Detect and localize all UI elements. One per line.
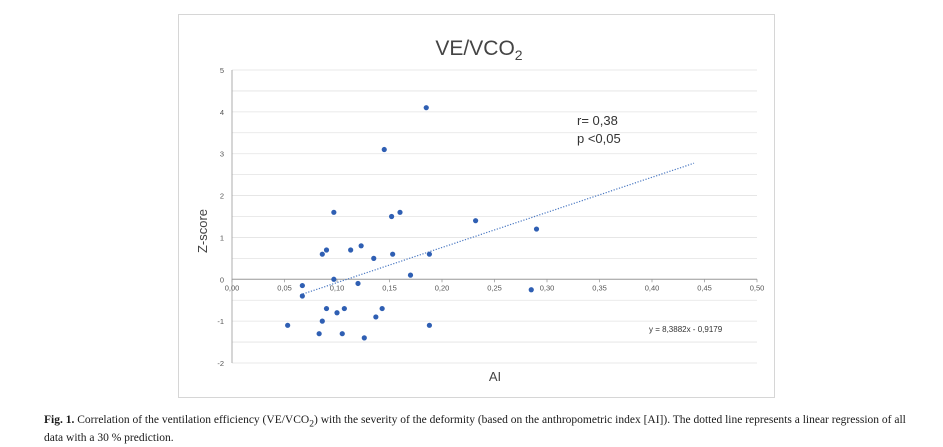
- data-point: [323, 305, 330, 312]
- x-tick-label: 0,45: [697, 283, 712, 292]
- y-tick-label: 2: [220, 192, 224, 201]
- x-tick-label: 0,50: [750, 283, 765, 292]
- caption-text-after: ) with the severity of the deformity (ba…: [44, 414, 906, 445]
- data-point: [397, 209, 403, 215]
- figure-caption: Fig. 1. Correlation of the ventilation e…: [44, 413, 924, 446]
- chart-title-text: VE/VCO: [435, 37, 514, 60]
- data-point: [331, 209, 337, 215]
- data-point: [299, 282, 305, 289]
- y-tick-label: 3: [220, 150, 224, 159]
- data-point: [355, 280, 361, 287]
- x-axis-label: AI: [489, 369, 501, 384]
- trendline-layer: [300, 162, 695, 296]
- correlation-r-label: r= 0,38: [577, 113, 618, 128]
- p-value-label: p <0,05: [577, 131, 621, 146]
- scatter-chart: 0,00 0,05 0,10 0,15 0,20 0,25 0,30 0,35 0,40 0,45…: [195, 37, 764, 384]
- data-point: [361, 335, 367, 341]
- data-points: [285, 105, 540, 341]
- regression-line: [300, 162, 695, 296]
- data-point: [423, 105, 429, 111]
- data-point: [390, 251, 396, 257]
- chart-frame: 0,00 0,05 0,10 0,15 0,20 0,25 0,30 0,35 0,40 0,45…: [178, 14, 775, 398]
- data-point: [299, 293, 305, 299]
- caption-subscript: 2: [309, 418, 314, 430]
- data-point: [389, 213, 395, 220]
- data-point: [339, 331, 345, 337]
- data-point: [379, 305, 385, 312]
- y-tick-label: 0: [220, 275, 224, 284]
- x-tick-label: 0,40: [645, 283, 660, 292]
- data-point: [334, 310, 340, 316]
- axes: [231, 70, 758, 363]
- data-point: [285, 322, 291, 328]
- data-point: [426, 251, 432, 257]
- data-point: [371, 255, 377, 261]
- y-axis-label: Z-score: [195, 209, 210, 253]
- y-tick-label: -2: [217, 359, 224, 368]
- data-point: [373, 314, 379, 320]
- data-point: [528, 287, 534, 293]
- regression-equation-label: y = 8,3882x - 0,9179: [649, 325, 723, 334]
- x-tick-label: 0,30: [540, 283, 555, 292]
- data-point: [348, 247, 354, 253]
- data-point: [316, 331, 322, 337]
- chart-title: VE/VCO2: [435, 37, 522, 63]
- grid-lines: [232, 69, 757, 364]
- x-tick-label: 0,15: [382, 283, 397, 292]
- x-tick-label: 0,00: [225, 283, 240, 292]
- x-tick-label: 0,25: [487, 283, 502, 292]
- caption-text-before: Correlation of the ventilation efficienc…: [77, 414, 310, 426]
- x-tick-label: 0,10: [330, 283, 345, 292]
- chart-title-subscript: 2: [515, 47, 523, 63]
- data-point: [341, 305, 347, 312]
- data-point: [319, 318, 325, 324]
- x-tick-label: 0,35: [592, 283, 607, 292]
- y-tick-label: 5: [220, 66, 224, 75]
- y-tick-label: -1: [217, 317, 224, 326]
- data-point: [533, 226, 540, 232]
- data-point: [358, 243, 364, 249]
- y-tick-label: 4: [220, 108, 224, 117]
- caption-label: Fig. 1.: [44, 414, 75, 426]
- y-tick-label: 1: [220, 233, 224, 242]
- data-point: [426, 322, 432, 328]
- data-point: [319, 251, 325, 257]
- data-point: [331, 276, 337, 282]
- x-tick-label: 0,20: [435, 283, 450, 292]
- data-point: [381, 146, 387, 153]
- data-point: [407, 272, 414, 278]
- data-point: [323, 247, 330, 253]
- x-tick-label: 0,05: [277, 283, 292, 292]
- data-point: [473, 218, 479, 224]
- tick-labels: 0,00 0,05 0,10 0,15 0,20 0,25 0,30 0,35 0,40 0,45…: [217, 66, 764, 368]
